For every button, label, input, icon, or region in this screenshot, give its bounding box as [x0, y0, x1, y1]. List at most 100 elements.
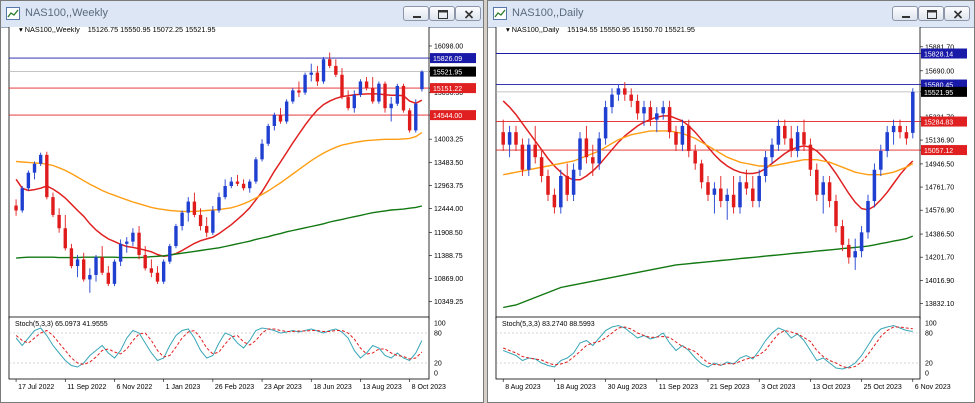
- close-button[interactable]: [944, 6, 970, 21]
- x-tick-label: 30 Aug 2023: [608, 384, 647, 391]
- candle-bull: [217, 197, 221, 211]
- price-tick-label: 14003.25: [434, 137, 463, 144]
- candle-bear: [364, 81, 369, 89]
- candle-bear: [514, 132, 518, 145]
- price-tick-label: 15056.50: [434, 90, 463, 97]
- candle-bull: [223, 186, 227, 198]
- main-plot-frame: [495, 27, 921, 320]
- level-price-tag: [921, 116, 967, 127]
- level-price-label: 15284.83: [924, 120, 953, 127]
- weekly-chart-window[interactable]: NAS100,,Weekly ▾ NAS100,,Weekly 15126.75 …: [0, 0, 484, 403]
- candle-bear: [327, 59, 332, 66]
- candle-bear: [533, 144, 537, 158]
- candle-bear: [808, 144, 813, 170]
- candle-bear: [278, 114, 283, 122]
- stochastic-main-line: [15, 327, 423, 368]
- moving-average-line: [502, 100, 914, 211]
- candle-bear: [751, 188, 755, 202]
- candle-bear: [629, 94, 633, 101]
- weekly-chart-canvas[interactable]: ▾ NAS100,,Weekly 15126.75 15550.95 15072.…: [1, 27, 483, 402]
- minimize-button[interactable]: [892, 6, 918, 21]
- candle-bull: [211, 210, 215, 233]
- candle-bear: [51, 197, 55, 215]
- daily-chart-window[interactable]: NAS100,,Daily ▾ NAS100,,Daily 15194.55 15…: [487, 0, 975, 403]
- stochastic-frame: [8, 316, 430, 380]
- moving-average-line: [503, 235, 914, 309]
- candle-bull: [248, 181, 252, 189]
- candle-bear: [827, 182, 832, 202]
- candle-bear: [584, 138, 589, 158]
- candle-bull: [284, 101, 289, 122]
- candle-bull: [180, 212, 184, 227]
- minimize-button[interactable]: [403, 6, 429, 21]
- candle-bear: [205, 226, 209, 233]
- x-tick-label: 23 Apr 2023: [264, 384, 302, 391]
- candle-bull: [94, 257, 98, 275]
- maximize-button[interactable]: [918, 6, 944, 21]
- stochastic-label: Stoch(5,3,3) 65.0973 41.9555: [15, 321, 108, 328]
- candle-bear: [667, 107, 672, 133]
- chart-header: ▾ NAS100,,Daily 15194.55 15550.95 15150.7…: [506, 27, 695, 34]
- candle-bear: [731, 194, 736, 208]
- candle-bear: [297, 90, 301, 93]
- candle-bull: [254, 159, 258, 182]
- x-tick-label: 11 Sep 2022: [67, 384, 106, 391]
- candle-bull: [186, 201, 190, 213]
- stochastic-signal-line: [503, 326, 913, 369]
- candle-bear: [106, 272, 111, 284]
- candle-bull: [911, 91, 915, 133]
- candle-bull: [821, 182, 825, 195]
- candle-bear: [100, 257, 104, 273]
- daily-chart-canvas[interactable]: ▾ NAS100,,Daily 15194.55 15550.95 15150.7…: [488, 27, 974, 402]
- level-price-label: 15151.22: [433, 86, 462, 93]
- candle-bear: [315, 72, 320, 82]
- chart-symbol: ▾ NAS100,,Weekly: [19, 27, 80, 34]
- window-titlebar[interactable]: NAS100,,Daily: [488, 1, 974, 28]
- candle-bear: [834, 201, 838, 227]
- candle-bull: [266, 125, 270, 144]
- stochastic-level-label: 100: [925, 321, 937, 328]
- minimize-icon: [902, 16, 910, 18]
- close-button[interactable]: [455, 6, 481, 21]
- candle-bull: [642, 107, 646, 114]
- candle-bear: [143, 254, 147, 269]
- candle-bull: [738, 182, 742, 208]
- candle-bear: [744, 182, 749, 189]
- window-title: NAS100,,Weekly: [25, 7, 108, 19]
- candle-bull: [75, 259, 80, 267]
- candle-bull: [32, 163, 37, 173]
- maximize-button[interactable]: [429, 6, 455, 21]
- current-price-label: 15521.95: [924, 90, 953, 97]
- stochastic-signal-line: [15, 328, 423, 366]
- candle-bull: [603, 107, 608, 139]
- candle-bull: [358, 81, 363, 95]
- candle-bear: [699, 163, 704, 183]
- price-tick-label: 11908.50: [434, 230, 463, 237]
- price-tick-label: 14946.50: [925, 161, 954, 168]
- candle-bull: [321, 59, 326, 82]
- candle-bear: [783, 125, 787, 139]
- candle-bull: [610, 94, 614, 108]
- candle-bear: [340, 74, 344, 98]
- candle-bear: [45, 154, 49, 198]
- candle-bear: [501, 132, 505, 145]
- maximize-icon: [438, 10, 448, 19]
- chart-window-icon: [493, 7, 507, 20]
- candle-bull: [757, 176, 761, 202]
- candle-bull: [125, 241, 129, 244]
- candle-bull: [655, 113, 659, 120]
- moving-average-line: [503, 130, 914, 176]
- candle-bear: [635, 100, 640, 114]
- price-tick-label: 10349.25: [434, 299, 463, 306]
- candle-bull: [853, 251, 857, 258]
- candle-bull: [20, 188, 24, 211]
- price-tick-label: 16098.00: [434, 43, 463, 50]
- window-titlebar[interactable]: NAS100,,Weekly: [1, 1, 483, 28]
- level-price-label: 15057.12: [924, 148, 953, 155]
- price-tick-label: 11388.75: [434, 253, 463, 260]
- price-tick-label: 15690.00: [925, 68, 954, 75]
- candle-bear: [401, 85, 406, 111]
- candle-bear: [371, 88, 375, 102]
- candle-bull: [559, 176, 563, 208]
- candle-bear: [565, 176, 569, 195]
